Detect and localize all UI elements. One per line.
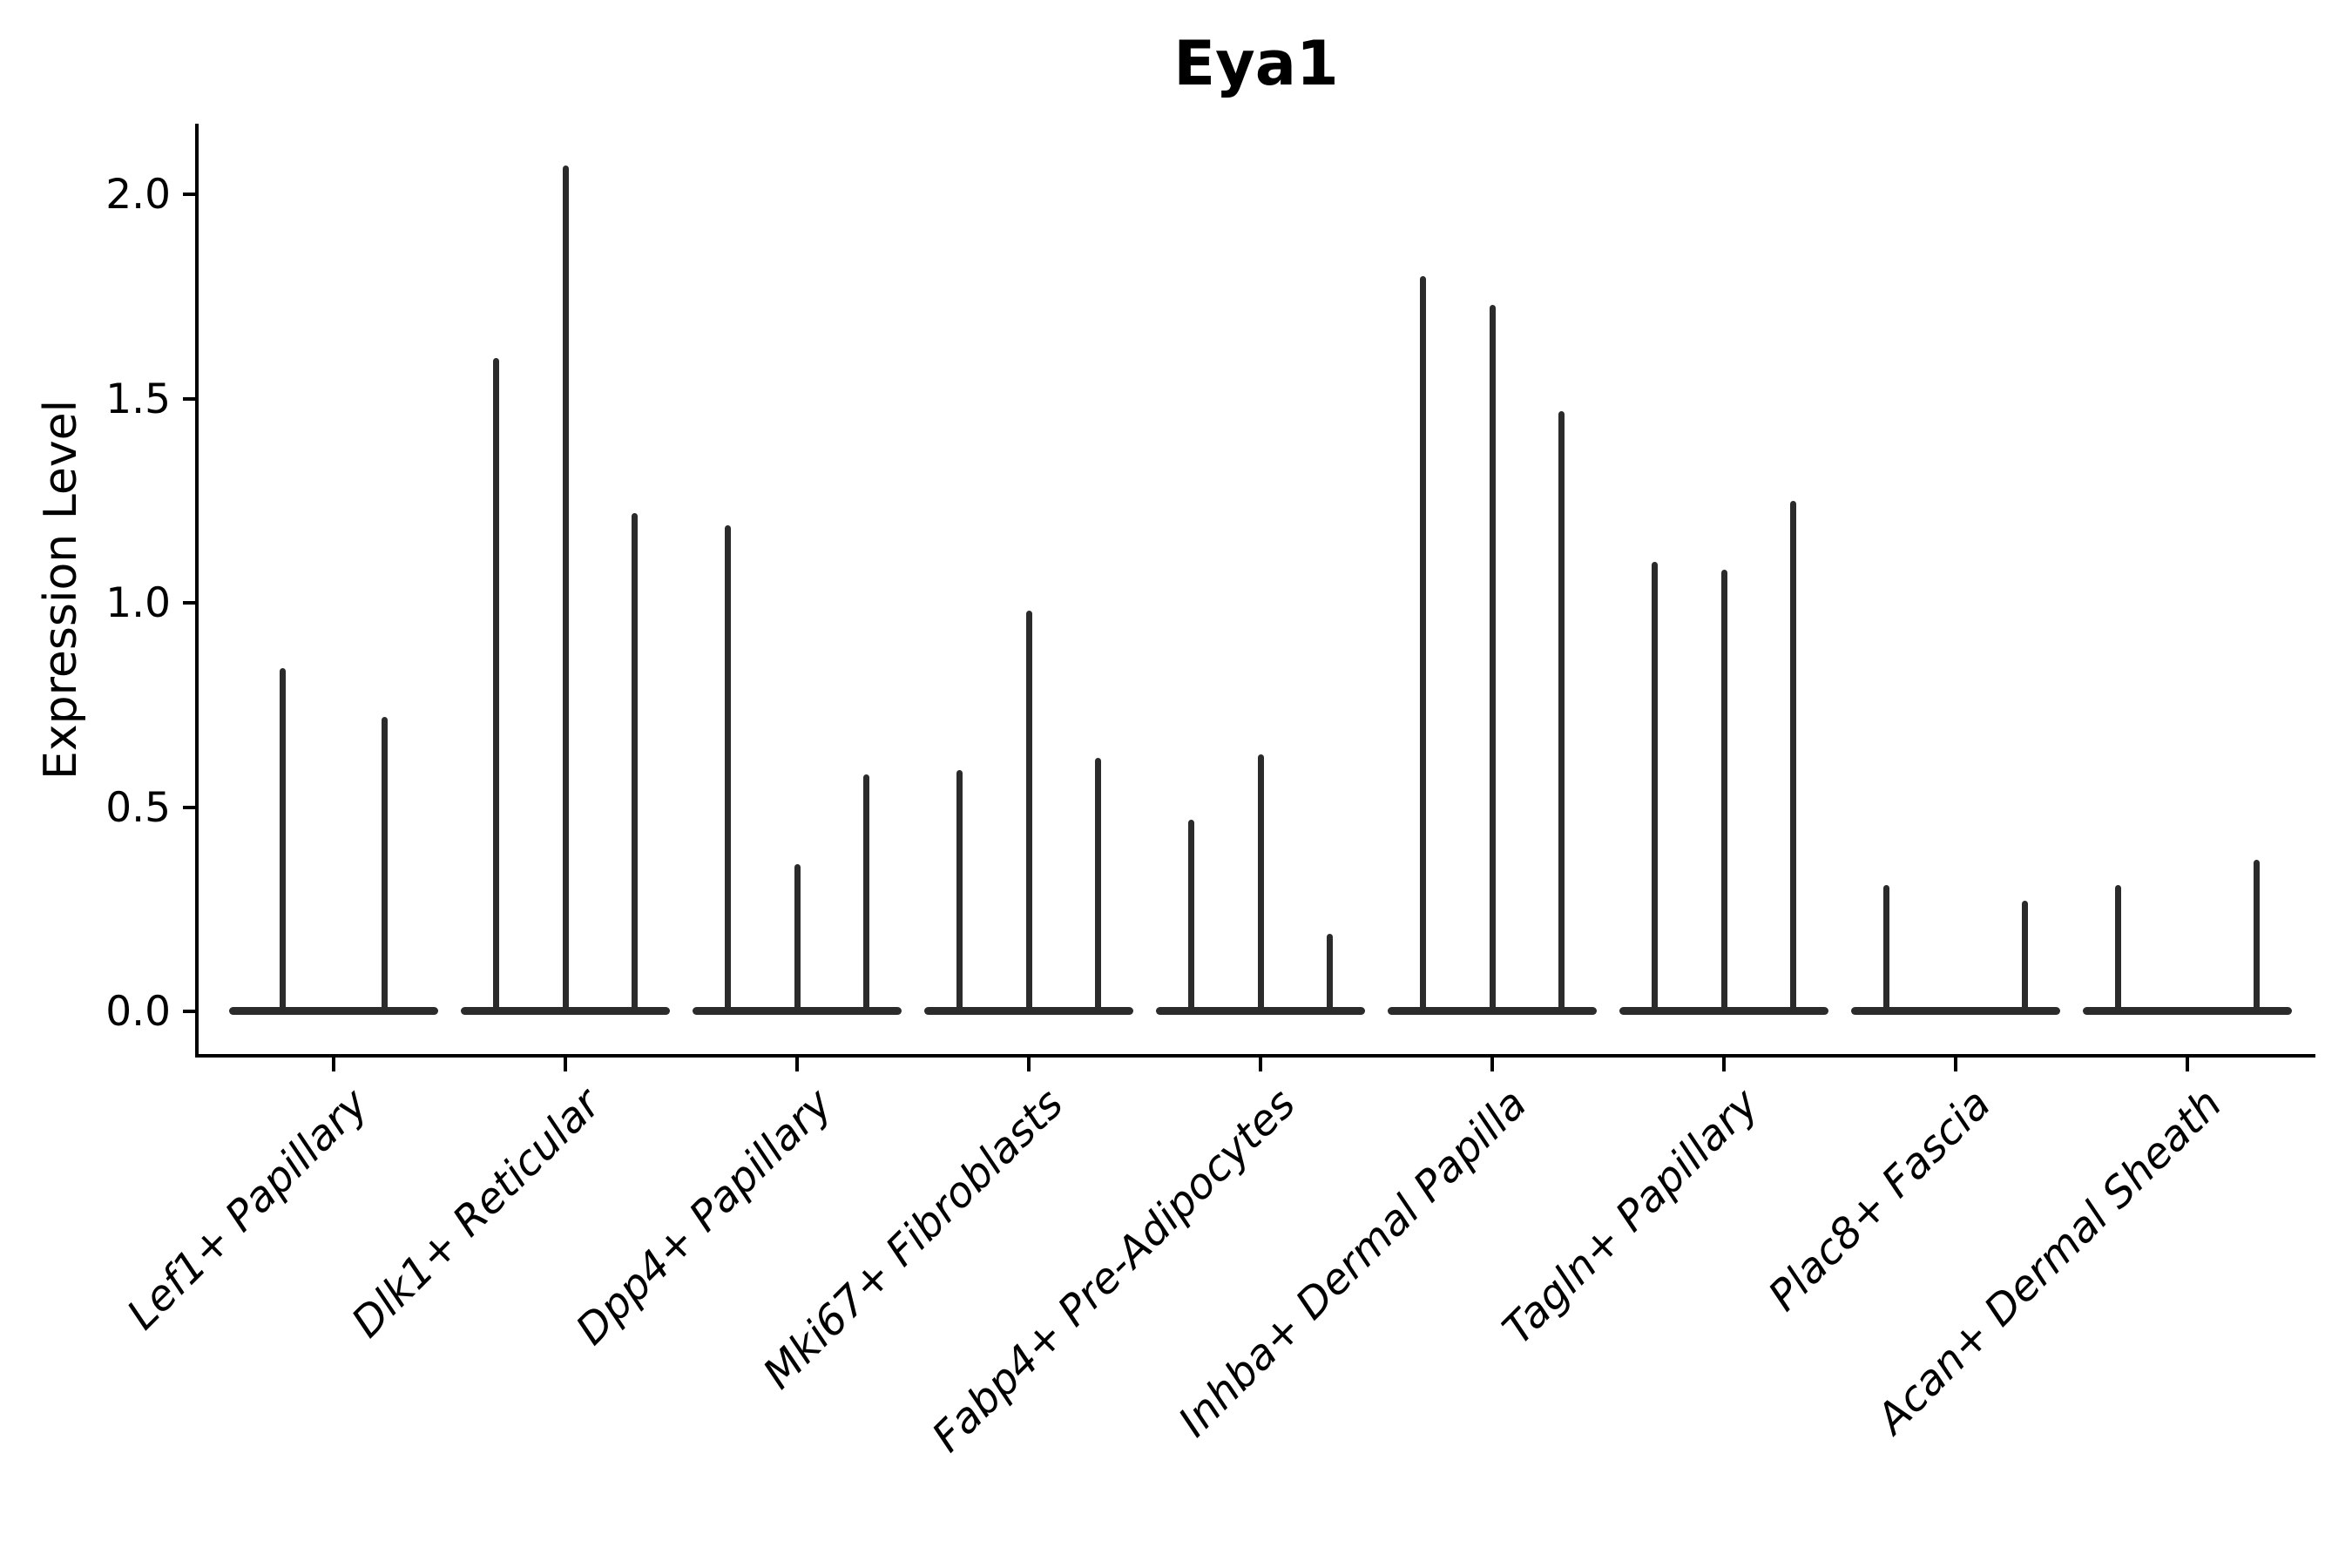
x-tick-mark xyxy=(1490,1056,1494,1071)
violin-spike xyxy=(279,668,286,1011)
violin-spike xyxy=(2254,860,2261,1011)
violin-spike xyxy=(2022,901,2029,1011)
violin-spike xyxy=(1095,758,1102,1011)
y-tick-label: 0.0 xyxy=(105,988,171,1036)
x-tick-label: Tagln+ Papillary xyxy=(1493,1079,1768,1355)
x-tick-mark xyxy=(1722,1056,1726,1071)
x-axis-spine xyxy=(195,1054,2315,1058)
x-tick-mark xyxy=(332,1056,335,1071)
x-tick-label: Lef1+ Papillary xyxy=(118,1079,378,1340)
x-tick-label: Dlk1+ Reticular xyxy=(341,1079,610,1348)
x-tick-label: Plac8+ Fascia xyxy=(1759,1079,2000,1321)
violin-spike xyxy=(492,357,499,1011)
violin-spike xyxy=(632,512,639,1011)
y-tick-mark xyxy=(183,601,197,605)
y-tick-mark xyxy=(183,1010,197,1013)
x-tick-mark xyxy=(2186,1056,2189,1071)
x-tick-mark xyxy=(1027,1056,1031,1071)
y-tick-mark xyxy=(183,805,197,809)
violin-spike xyxy=(562,166,569,1011)
violin-spike xyxy=(956,770,963,1011)
chart-title: Eya1 xyxy=(1173,28,1339,99)
y-tick-label: 0.5 xyxy=(105,783,171,832)
y-tick-mark xyxy=(183,396,197,401)
violin-spike xyxy=(1720,570,1727,1011)
violin-spike xyxy=(1025,611,1032,1011)
violin-spike xyxy=(1489,304,1496,1011)
violin-spike xyxy=(1327,933,1334,1011)
violin-spike xyxy=(863,774,870,1011)
y-tick-label: 1.5 xyxy=(105,375,171,423)
violin-spike xyxy=(2114,884,2121,1011)
violin-spike xyxy=(794,864,801,1011)
x-tick-mark xyxy=(795,1056,799,1071)
violin-spike xyxy=(724,524,731,1011)
violin-spike xyxy=(1257,754,1264,1011)
violin-spike xyxy=(1558,410,1565,1011)
y-tick-label: 2.0 xyxy=(105,171,171,219)
violin-spike xyxy=(1790,500,1797,1011)
violin-spike xyxy=(1882,884,1889,1011)
violin-spike xyxy=(1419,275,1426,1011)
x-tick-mark xyxy=(1954,1056,1957,1071)
y-tick-label: 1.0 xyxy=(105,579,171,627)
violin-spike xyxy=(1187,819,1194,1011)
x-tick-mark xyxy=(564,1056,567,1071)
y-axis-spine xyxy=(195,124,199,1058)
x-tick-mark xyxy=(1259,1056,1262,1071)
y-tick-mark xyxy=(183,193,197,196)
violin-base xyxy=(1851,1007,2060,1015)
violin-spike xyxy=(1651,562,1658,1011)
violin-base xyxy=(2083,1007,2292,1015)
violin-base xyxy=(229,1007,438,1015)
violin-spike xyxy=(382,717,389,1011)
x-tick-label: Dpp4+ Papillary xyxy=(566,1079,841,1355)
